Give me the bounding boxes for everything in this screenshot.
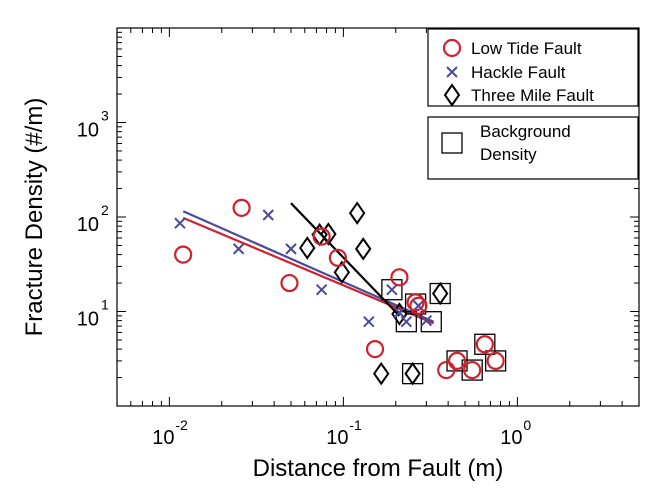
low-tide-fault-point bbox=[312, 227, 331, 246]
legend-label: Density bbox=[480, 145, 537, 164]
hackle-fault-point bbox=[174, 217, 186, 229]
three-mile-fault-point bbox=[431, 281, 449, 306]
hackle-fault-point bbox=[400, 315, 413, 328]
three-mile-fault-point bbox=[391, 302, 408, 326]
y-tick-label: 10 bbox=[77, 214, 99, 236]
low-tide-fault-point bbox=[390, 268, 409, 287]
hackle-fault-point bbox=[315, 284, 328, 296]
legend-label: Three Mile Fault bbox=[471, 86, 594, 105]
legend-box bbox=[427, 28, 639, 107]
three-mile-fault-point bbox=[299, 236, 316, 260]
three-mile-fault-point bbox=[404, 361, 421, 386]
data-markers bbox=[174, 198, 507, 386]
y-tick-label: 10 bbox=[77, 120, 99, 142]
background-density-point bbox=[395, 311, 417, 333]
hackle-fault-point bbox=[420, 314, 433, 327]
legend-label: Background bbox=[480, 122, 571, 141]
low-tide-fault-point bbox=[174, 245, 193, 264]
hackle-fault-point bbox=[363, 315, 375, 328]
legend-box-background bbox=[427, 116, 639, 180]
three-mile-fault-point bbox=[348, 201, 366, 225]
legend-marker bbox=[441, 132, 463, 154]
y-tick-exponent: 3 bbox=[101, 108, 109, 124]
background-density-point bbox=[474, 333, 496, 355]
legend-label: Hackle Fault bbox=[471, 63, 566, 82]
background-density-point bbox=[420, 311, 442, 333]
low-tide-fault-point bbox=[328, 248, 347, 267]
low-tide-fault-point bbox=[280, 273, 299, 293]
three-mile-fault-point bbox=[320, 222, 337, 246]
low-tide-fault-point bbox=[365, 340, 385, 359]
hackle-fault-point bbox=[386, 284, 398, 296]
fit-line bbox=[182, 216, 435, 325]
background-density-point bbox=[461, 359, 483, 381]
y-tick-exponent: 2 bbox=[101, 202, 109, 218]
low-tide-fault-point bbox=[437, 360, 456, 380]
three-mile-fault-point bbox=[333, 260, 351, 285]
y-tick-exponent: 1 bbox=[101, 297, 109, 313]
legend-marker bbox=[442, 38, 462, 58]
background-density-point bbox=[446, 350, 468, 372]
x-tick-exponent: -1 bbox=[349, 417, 362, 433]
y-tick-label: 10 bbox=[77, 309, 99, 331]
fit-line bbox=[182, 210, 435, 323]
hackle-fault-point bbox=[262, 209, 274, 221]
legend-label: Low Tide Fault bbox=[471, 39, 582, 58]
low-tide-fault-point bbox=[486, 351, 505, 371]
x-axis-label: Distance from Fault (m) bbox=[253, 455, 504, 482]
hackle-fault-point bbox=[232, 243, 245, 255]
background-density-point bbox=[484, 350, 507, 372]
hackle-fault-point bbox=[412, 300, 425, 312]
legend-marker bbox=[446, 66, 458, 78]
legend-marker bbox=[443, 83, 461, 107]
low-tide-fault-point bbox=[409, 296, 428, 315]
three-mile-fault-point bbox=[354, 237, 372, 261]
x-tick-label: 10 bbox=[152, 427, 174, 449]
low-tide-fault-point bbox=[447, 351, 467, 371]
low-tide-fault-point bbox=[232, 198, 251, 217]
x-tick-label: 10 bbox=[326, 427, 348, 449]
low-tide-fault-point bbox=[463, 360, 482, 380]
legend: Low Tide Fault Hackle Fault Three Mile Fau… bbox=[427, 28, 639, 180]
y-axis-label: Fracture Density (#/m) bbox=[21, 98, 48, 337]
three-mile-fault-point bbox=[373, 361, 390, 386]
x-tick-label: 10 bbox=[500, 427, 522, 449]
low-tide-fault-point bbox=[475, 335, 494, 354]
low-tide-fault-point bbox=[406, 293, 425, 312]
x-tick-exponent: 0 bbox=[523, 417, 531, 433]
hackle-fault-point bbox=[285, 243, 297, 255]
hackle-fault-point bbox=[393, 307, 406, 319]
x-tick-exponent: -2 bbox=[175, 417, 188, 433]
